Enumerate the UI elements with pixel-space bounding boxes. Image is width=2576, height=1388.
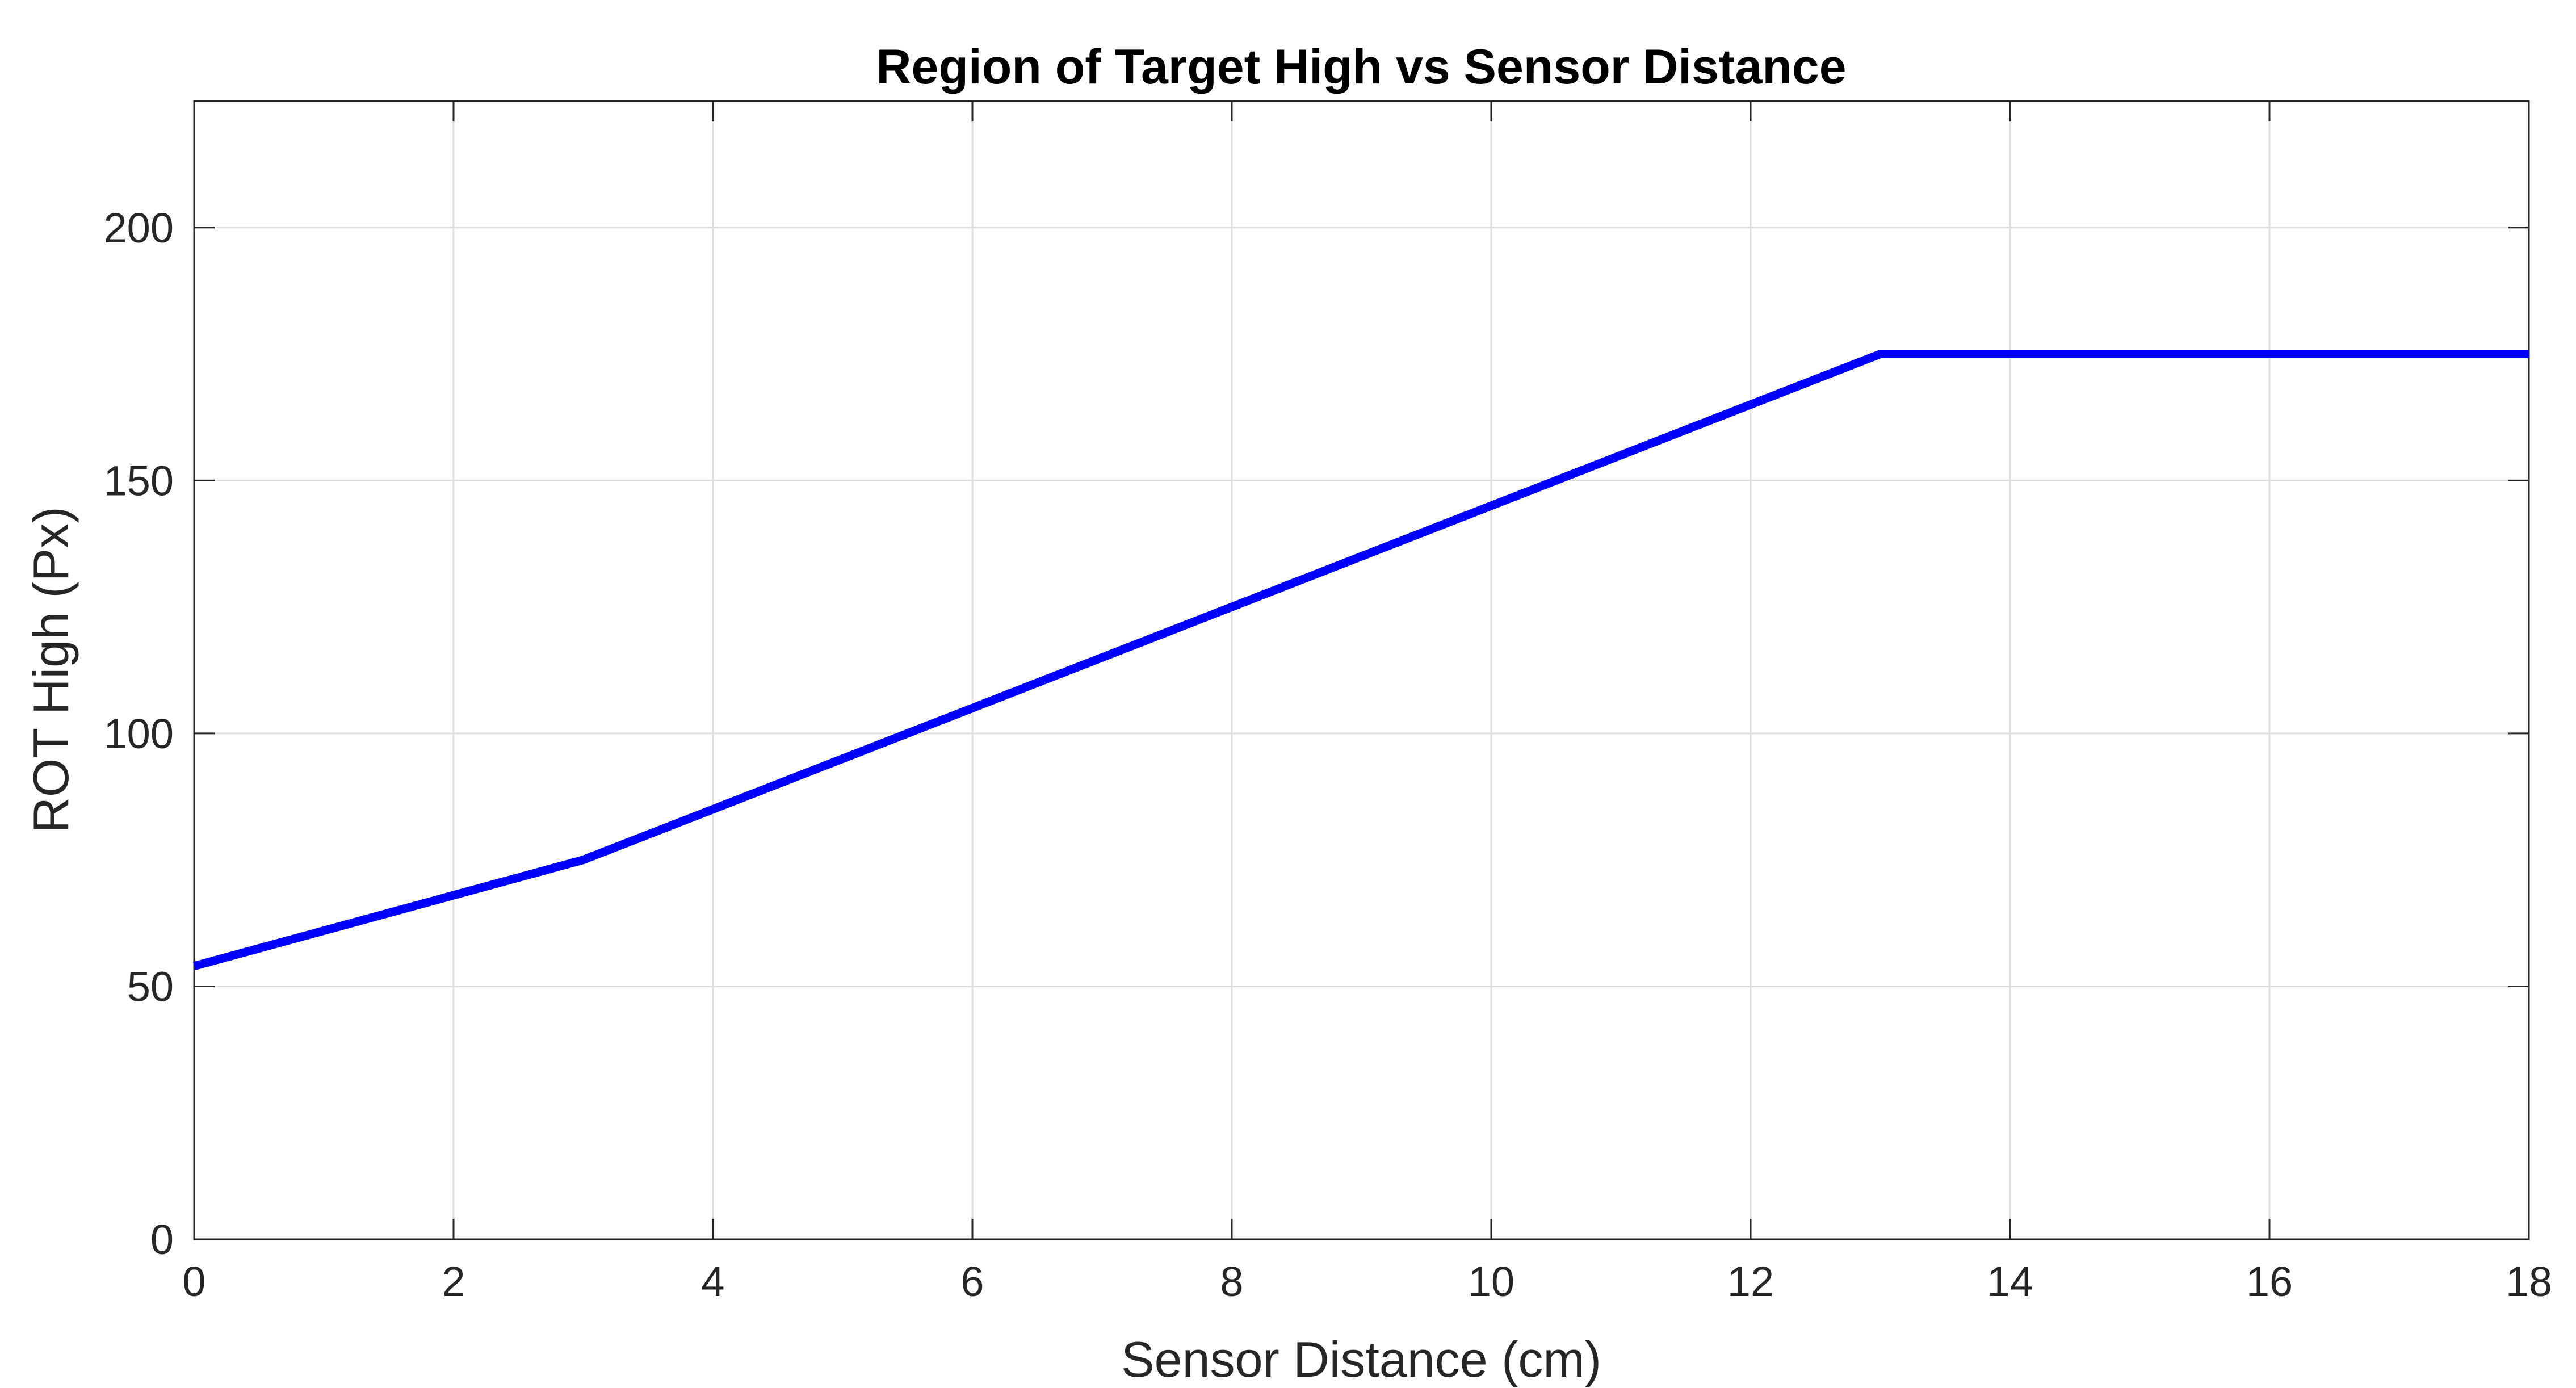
chart-title: Region of Target High vs Sensor Distance [876, 40, 1846, 94]
y-tick-label: 150 [104, 457, 174, 504]
x-tick-label: 8 [1220, 1258, 1243, 1305]
x-tick-label: 12 [1727, 1258, 1774, 1305]
y-tick-label: 50 [127, 963, 174, 1010]
y-axis-label: ROT High (Px) [23, 506, 79, 833]
plot-area-frame [193, 100, 2530, 1240]
x-tick-label: 10 [1468, 1258, 1514, 1305]
y-tick-label: 0 [150, 1216, 174, 1263]
x-tick-label: 16 [2246, 1258, 2293, 1305]
y-tick-label: 200 [104, 204, 174, 251]
series-lines [193, 350, 2529, 971]
x-tick-label: 6 [960, 1258, 984, 1305]
x-tick-label: 0 [182, 1258, 205, 1305]
x-tick-label: 2 [442, 1258, 465, 1305]
x-tick-label: 14 [1987, 1258, 2033, 1305]
x-tick-label: 4 [701, 1258, 724, 1305]
x-tick-label: 18 [2506, 1258, 2552, 1305]
grid-lines [193, 101, 2530, 1240]
x-axis-label: Sensor Distance (cm) [1121, 1331, 1601, 1387]
axis-ticks [193, 101, 2530, 1240]
tick-labels: 0 2 4 6 8 10 12 14 16 18 0 50 100 150 200 [104, 204, 2553, 1305]
series-line-0 [193, 350, 2529, 971]
y-tick-label: 100 [104, 710, 174, 757]
